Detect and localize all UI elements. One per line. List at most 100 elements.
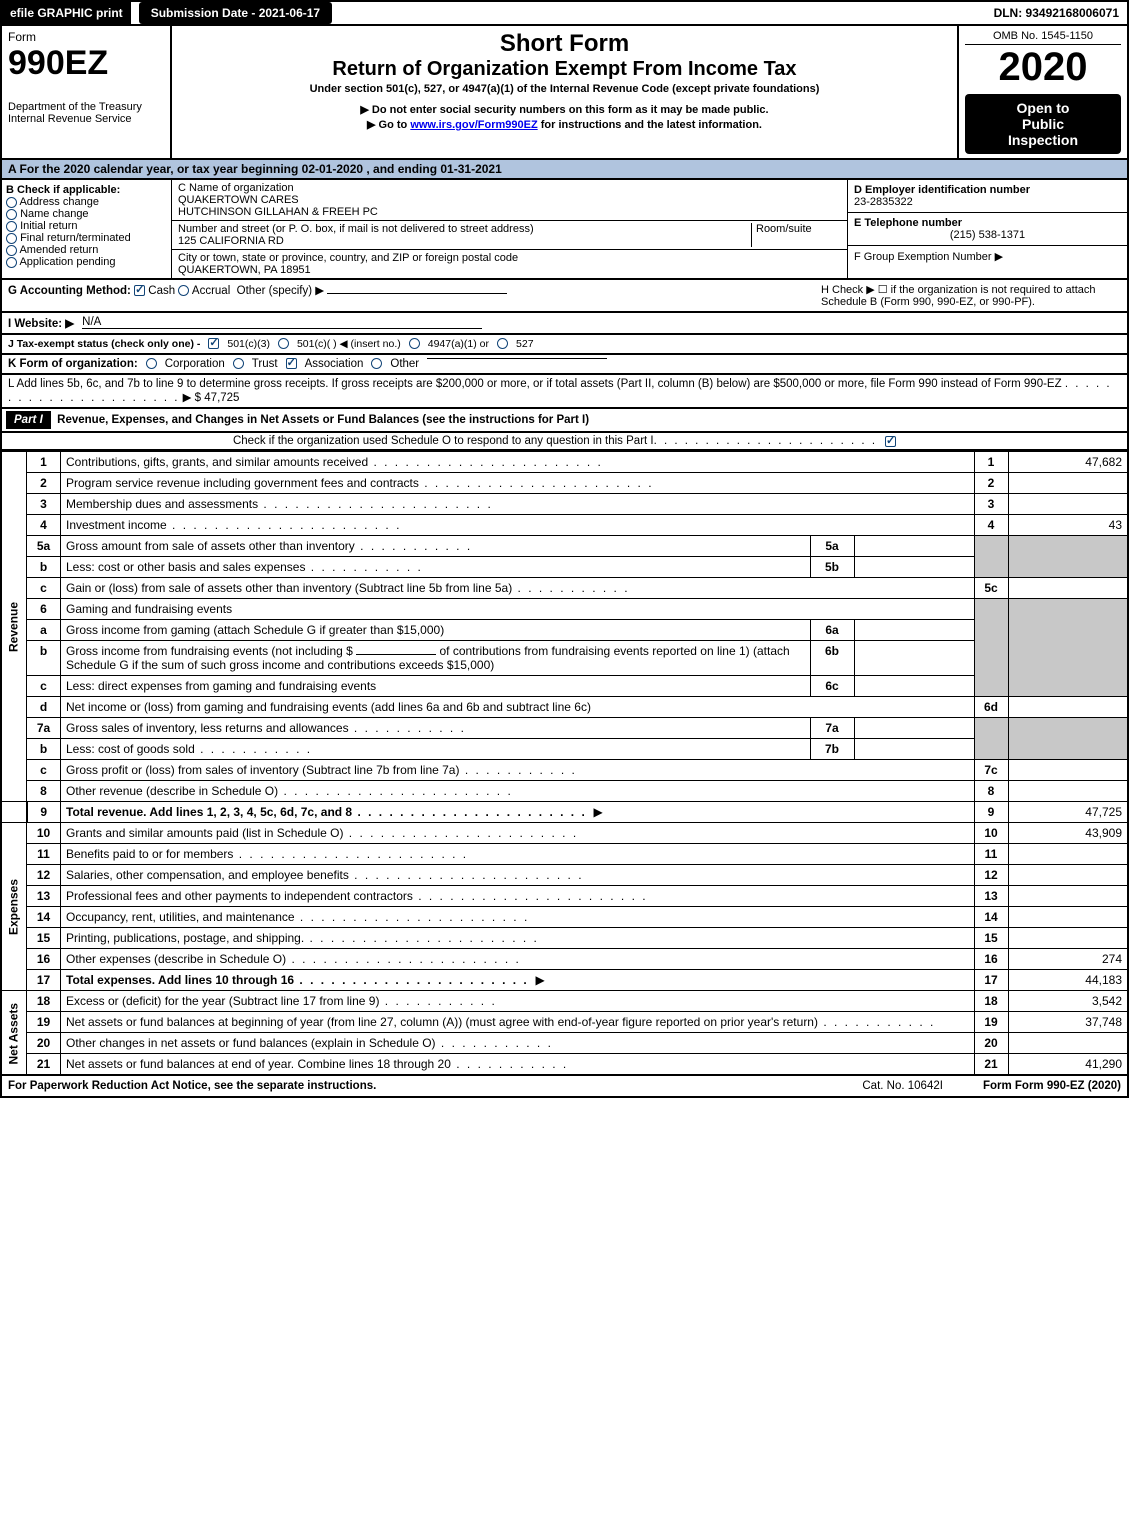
line-text: Benefits paid to or for members bbox=[66, 847, 468, 861]
label-corporation: Corporation bbox=[165, 358, 225, 370]
checkbox-corporation[interactable] bbox=[146, 358, 157, 369]
line-ref: 11 bbox=[974, 844, 1008, 865]
street-value: 125 CALIFORNIA RD bbox=[178, 235, 751, 247]
ein-label: D Employer identification number bbox=[854, 184, 1121, 196]
tel-value: (215) 538-1371 bbox=[854, 229, 1121, 241]
section-c: C Name of organization QUAKERTOWN CARES … bbox=[172, 180, 847, 278]
line-amount: 37,748 bbox=[1008, 1012, 1128, 1033]
checkbox-527[interactable] bbox=[497, 338, 508, 349]
line-ref: 10 bbox=[974, 823, 1008, 844]
line-text: Excess or (deficit) for the year (Subtra… bbox=[66, 994, 497, 1008]
line-text: Gross sales of inventory, less returns a… bbox=[66, 721, 466, 735]
mini-ref: 5a bbox=[810, 536, 854, 557]
checkbox-final-return[interactable] bbox=[6, 233, 17, 244]
checkbox-4947a1[interactable] bbox=[409, 338, 420, 349]
checkbox-name-change[interactable] bbox=[6, 209, 17, 220]
line-amount bbox=[1008, 760, 1128, 781]
checkbox-application-pending[interactable] bbox=[6, 257, 17, 268]
checkbox-501c3[interactable] bbox=[208, 338, 219, 349]
table-row: 17 Total expenses. Add lines 10 through … bbox=[1, 970, 1128, 991]
line-num: a bbox=[27, 620, 61, 641]
line-ref: 12 bbox=[974, 865, 1008, 886]
line-amount bbox=[1008, 907, 1128, 928]
checkbox-amended-return[interactable] bbox=[6, 245, 17, 256]
mini-ref: 7a bbox=[810, 718, 854, 739]
line-text: Other expenses (describe in Schedule O) bbox=[66, 952, 521, 966]
line-num: 11 bbox=[27, 844, 61, 865]
label-name-change: Name change bbox=[20, 208, 89, 220]
line-ref: 14 bbox=[974, 907, 1008, 928]
mini-ref: 6b bbox=[810, 641, 854, 676]
section-b-heading: B Check if applicable: bbox=[6, 184, 167, 196]
checkbox-association[interactable] bbox=[286, 358, 297, 369]
grey-cell bbox=[974, 536, 1008, 578]
line-num: 21 bbox=[27, 1054, 61, 1076]
line-text: Gross profit or (loss) from sales of inv… bbox=[66, 763, 577, 777]
checkbox-other-org[interactable] bbox=[371, 358, 382, 369]
line-num: 12 bbox=[27, 865, 61, 886]
table-row: c Less: direct expenses from gaming and … bbox=[1, 676, 1128, 697]
line-i-label: I Website: ▶ bbox=[8, 316, 74, 330]
line-text: Printing, publications, postage, and shi… bbox=[66, 931, 539, 945]
label-other-org: Other bbox=[390, 358, 419, 370]
table-row: 12 Salaries, other compensation, and emp… bbox=[1, 865, 1128, 886]
line-text: Less: cost of goods sold bbox=[66, 742, 312, 756]
pra-notice: For Paperwork Reduction Act Notice, see … bbox=[8, 1080, 376, 1092]
checkbox-initial-return[interactable] bbox=[6, 221, 17, 232]
irs-link[interactable]: www.irs.gov/Form990EZ bbox=[410, 119, 537, 131]
table-row: 3 Membership dues and assessments 3 bbox=[1, 494, 1128, 515]
line-text: Other changes in net assets or fund bala… bbox=[66, 1036, 553, 1050]
table-row: 16 Other expenses (describe in Schedule … bbox=[1, 949, 1128, 970]
line-ref: 3 bbox=[974, 494, 1008, 515]
line-ref: 21 bbox=[974, 1054, 1008, 1076]
line-ref: 16 bbox=[974, 949, 1008, 970]
city-label: City or town, state or province, country… bbox=[178, 252, 841, 264]
open-line-3: Inspection bbox=[971, 132, 1115, 148]
checkbox-address-change[interactable] bbox=[6, 197, 17, 208]
line-amount bbox=[1008, 844, 1128, 865]
line-amount: 43,909 bbox=[1008, 823, 1128, 844]
label-amended-return: Amended return bbox=[19, 244, 98, 256]
line-num: 9 bbox=[27, 802, 61, 823]
label-association: Association bbox=[305, 358, 364, 370]
line-text: Gaming and fundraising events bbox=[61, 599, 975, 620]
table-row: Revenue 1 Contributions, gifts, grants, … bbox=[1, 452, 1128, 473]
table-row: c Gain or (loss) from sale of assets oth… bbox=[1, 578, 1128, 599]
line-6b-blank[interactable] bbox=[356, 654, 436, 655]
line-num: 3 bbox=[27, 494, 61, 515]
ein-value: 23-2835322 bbox=[854, 196, 1121, 208]
checkbox-accrual[interactable] bbox=[178, 285, 189, 296]
other-method-input[interactable] bbox=[327, 293, 507, 294]
table-row: 19 Net assets or fund balances at beginn… bbox=[1, 1012, 1128, 1033]
efile-print-label[interactable]: efile GRAPHIC print bbox=[2, 2, 131, 24]
line-text: Total revenue. Add lines 1, 2, 3, 4, 5c,… bbox=[66, 805, 587, 819]
mini-amount bbox=[854, 536, 974, 557]
line-num: 1 bbox=[27, 452, 61, 473]
line-num: 6 bbox=[27, 599, 61, 620]
line-ref: 6d bbox=[974, 697, 1008, 718]
line-num: 10 bbox=[27, 823, 61, 844]
checkbox-cash[interactable] bbox=[134, 285, 145, 296]
checkbox-trust[interactable] bbox=[233, 358, 244, 369]
entity-section: B Check if applicable: Address change Na… bbox=[0, 180, 1129, 280]
open-line-2: Public bbox=[971, 116, 1115, 132]
room-suite-label: Room/suite bbox=[751, 223, 841, 247]
line-j: J Tax-exempt status (check only one) - 5… bbox=[0, 335, 1129, 355]
checkbox-501c[interactable] bbox=[278, 338, 289, 349]
checkbox-schedule-o-part1[interactable] bbox=[885, 436, 896, 447]
line-num: c bbox=[27, 578, 61, 599]
line-num: 20 bbox=[27, 1033, 61, 1054]
dept-label: Department of the Treasury bbox=[8, 101, 164, 113]
title-under: Under section 501(c), 527, or 4947(a)(1)… bbox=[178, 83, 951, 95]
other-org-input[interactable] bbox=[427, 358, 607, 359]
grey-cell bbox=[1008, 536, 1128, 578]
line-text: Net assets or fund balances at beginning… bbox=[66, 1015, 935, 1029]
line-amount: 43 bbox=[1008, 515, 1128, 536]
line-ref: 15 bbox=[974, 928, 1008, 949]
catalog-number: Cat. No. 10642I bbox=[862, 1080, 943, 1092]
tax-year: 2020 bbox=[965, 45, 1121, 90]
line-text: Net income or (loss) from gaming and fun… bbox=[61, 697, 975, 718]
group-exemption-label: F Group Exemption Number ▶ bbox=[854, 250, 1121, 263]
goto-line: ▶ Go to www.irs.gov/Form990EZ for instru… bbox=[178, 118, 951, 131]
line-amount: 44,183 bbox=[1008, 970, 1128, 991]
